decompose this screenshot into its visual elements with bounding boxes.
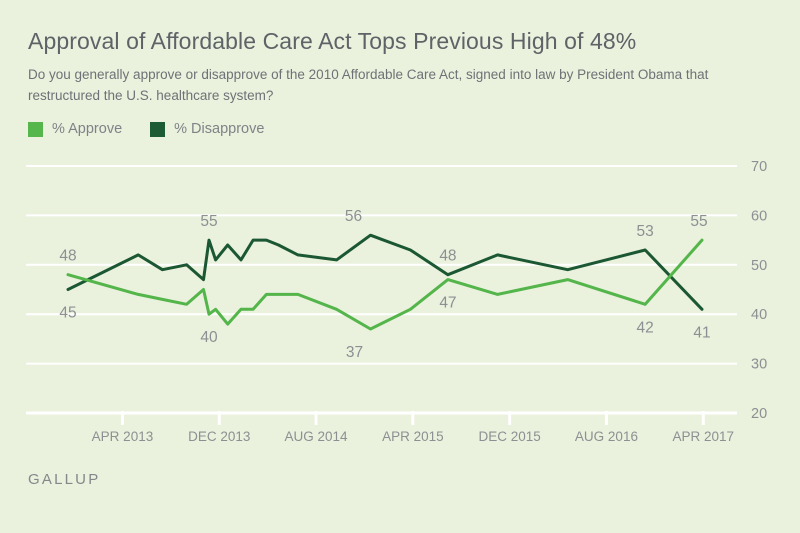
approve-line bbox=[66, 238, 704, 331]
value-label-disapprove-53: 53 bbox=[637, 223, 654, 240]
disapprove-swatch-icon bbox=[150, 121, 166, 137]
chart-legend: % Approve % Disapprove bbox=[28, 121, 264, 137]
x-axis-label-dec-2013: DEC 2013 bbox=[188, 429, 250, 444]
value-label-disapprove-48: 48 bbox=[439, 248, 456, 265]
y-axis-label-70: 70 bbox=[751, 159, 767, 175]
legend-item-approve: % Approve bbox=[28, 121, 122, 137]
x-axis-label-aug-2016: AUG 2016 bbox=[575, 429, 638, 444]
value-label-disapprove-45: 45 bbox=[59, 305, 76, 322]
y-axis-label-20: 20 bbox=[751, 406, 767, 422]
value-label-approve-47: 47 bbox=[439, 295, 456, 312]
legend-item-disapprove: % Disapprove bbox=[150, 121, 264, 137]
value-label-disapprove-56: 56 bbox=[345, 208, 362, 225]
x-axis-label-apr-2013: APR 2013 bbox=[92, 429, 154, 444]
value-label-approve-48: 48 bbox=[59, 248, 76, 265]
value-label-approve-37: 37 bbox=[346, 344, 363, 361]
value-label-disapprove-41: 41 bbox=[693, 324, 710, 341]
x-axis-label-dec-2015: DEC 2015 bbox=[479, 429, 541, 444]
y-axis-label-50: 50 bbox=[751, 258, 767, 274]
y-axis-label-40: 40 bbox=[751, 307, 767, 323]
value-label-approve-55: 55 bbox=[690, 213, 707, 230]
approve-swatch-icon bbox=[28, 121, 43, 137]
y-axis-label-60: 60 bbox=[751, 208, 767, 224]
disapprove-line bbox=[66, 233, 704, 311]
legend-label-disapprove: % Disapprove bbox=[174, 121, 265, 137]
value-label-approve-40: 40 bbox=[200, 329, 218, 346]
value-label-approve-42: 42 bbox=[637, 319, 654, 336]
x-axis-label-aug-2014: AUG 2014 bbox=[285, 429, 349, 444]
x-axis-label-apr-2017: APR 2017 bbox=[672, 429, 734, 444]
gallup-logo: GALLUP bbox=[28, 471, 101, 488]
y-axis-label-30: 30 bbox=[751, 357, 767, 373]
chart-subtitle: Do you generally approve or disapprove o… bbox=[28, 67, 709, 103]
chart-title: Approval of Affordable Care Act Tops Pre… bbox=[28, 28, 637, 54]
legend-label-approve: % Approve bbox=[52, 121, 123, 137]
value-label-disapprove-55: 55 bbox=[200, 213, 217, 230]
x-axis-label-apr-2015: APR 2015 bbox=[382, 429, 444, 444]
